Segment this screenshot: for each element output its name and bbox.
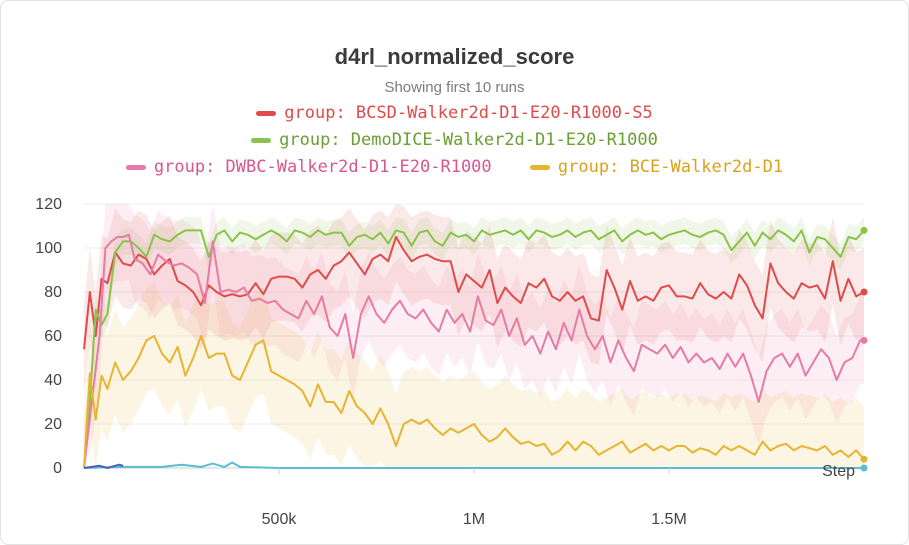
series-end-dot-2: [860, 336, 868, 344]
y-tick-label: 120: [35, 196, 62, 213]
series-line-5[interactable]: [83, 463, 124, 469]
legend-label-bce: group: BCE-Walker2d-D1: [557, 157, 784, 177]
series-end-dot-4: [860, 464, 868, 472]
y-tick-label: 40: [44, 372, 62, 389]
y-tick-label: 80: [44, 284, 62, 301]
legend-label-bcsd: group: BCSD-Walker2d-D1-E20-R1000-S5: [284, 103, 653, 123]
series-end-markers: [860, 226, 868, 472]
y-axis-ticks: 0 20 40 60 80 100 120: [35, 196, 62, 477]
x-tick-label: 1M: [463, 511, 485, 528]
legend-swatch-demodice: [251, 137, 272, 143]
series-end-dot-1: [860, 226, 868, 234]
legend-swatch-bcsd: [256, 110, 277, 116]
series-band-2: [84, 204, 864, 468]
chart-title: d4rl_normalized_score: [334, 44, 575, 69]
series-bands: [84, 204, 864, 468]
series-end-dot-3: [860, 455, 868, 463]
legend-label-demodice: group: DemoDICE-Walker2d-D1-E20-R1000: [279, 130, 658, 150]
legend-item-bcsd[interactable]: group: BCSD-Walker2d-D1-E20-R1000-S5: [256, 103, 653, 123]
y-tick-label: 100: [35, 240, 62, 257]
x-tick-label: 500k: [262, 511, 298, 528]
y-tick-label: 20: [44, 416, 62, 433]
series-line-3[interactable]: [83, 335, 865, 469]
legend-item-bce[interactable]: group: BCE-Walker2d-D1: [529, 157, 784, 177]
y-tick-label: 60: [44, 328, 62, 345]
x-axis-label: Step: [822, 463, 855, 480]
series-line-1[interactable]: [83, 229, 865, 469]
legend-item-demodice[interactable]: group: DemoDICE-Walker2d-D1-E20-R1000: [251, 130, 658, 150]
chart-subtitle: Showing first 10 runs: [384, 79, 525, 96]
series-end-dot-0: [860, 288, 868, 296]
legend-item-dwbc[interactable]: group: DWBC-Walker2d-D1-E20-R1000: [125, 157, 492, 177]
x-tick-label: 1.5M: [651, 511, 687, 528]
legend-label-dwbc: group: DWBC-Walker2d-D1-E20-R1000: [153, 157, 492, 177]
legend-row-2: group: DemoDICE-Walker2d-D1-E20-R1000: [0, 130, 909, 150]
series-line-2[interactable]: [83, 233, 864, 469]
legend-row-3: group: DWBC-Walker2d-D1-E20-R1000 group:…: [0, 157, 909, 177]
y-tick-label: 0: [53, 460, 62, 477]
legend-swatch-dwbc: [125, 164, 146, 170]
legend-swatch-bce: [529, 164, 550, 170]
x-axis-ticks: 500k 1M 1.5M: [262, 468, 687, 528]
series-band-0: [84, 204, 864, 394]
series-band-1: [84, 217, 864, 468]
series-band-3: [84, 283, 864, 468]
legend-row-1: group: BCSD-Walker2d-D1-E20-R1000-S5: [0, 103, 909, 123]
